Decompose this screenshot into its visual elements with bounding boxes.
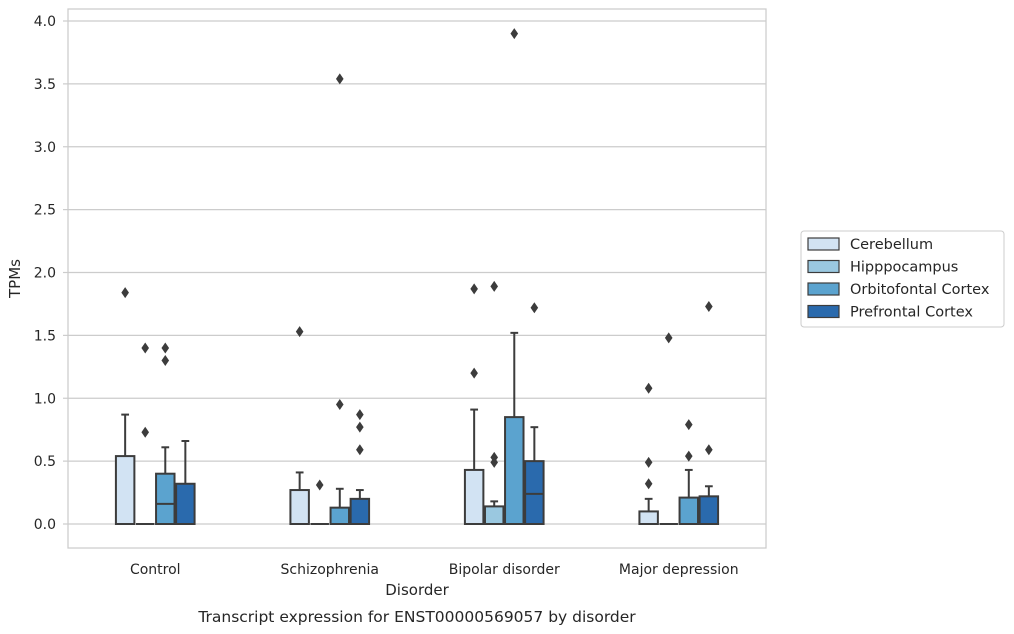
legend-swatch bbox=[807, 237, 840, 251]
box-1-3 bbox=[349, 409, 371, 526]
outlier-point bbox=[470, 367, 478, 379]
box-3-3 bbox=[698, 300, 720, 525]
x-axis-title: Disorder bbox=[385, 581, 449, 599]
outlier-point bbox=[664, 332, 673, 344]
outlier-point bbox=[684, 450, 693, 462]
boxes bbox=[114, 28, 720, 526]
box-2-3 bbox=[524, 302, 545, 525]
outlier-point bbox=[356, 421, 364, 433]
box-body bbox=[483, 505, 505, 525]
box-0-3 bbox=[175, 440, 196, 526]
box-body bbox=[698, 495, 720, 525]
box-2-0 bbox=[463, 283, 485, 525]
box-0-1 bbox=[135, 342, 155, 525]
x-axis-ticks: Control Schizophrenia Bipolar disorder Majo… bbox=[130, 562, 739, 578]
outlier-point bbox=[335, 399, 344, 411]
y-tick-label: 0.0 bbox=[34, 517, 56, 533]
x-tick-label: Bipolar disorder bbox=[449, 562, 560, 578]
outlier-point bbox=[644, 382, 653, 394]
outlier-point bbox=[356, 444, 364, 456]
y-tick-label: 3.0 bbox=[34, 140, 56, 156]
y-tick-label: 4.0 bbox=[34, 14, 56, 30]
outlier-point bbox=[335, 73, 344, 85]
outlier-point bbox=[530, 302, 539, 314]
outlier-point bbox=[705, 300, 713, 312]
legend-swatch bbox=[807, 282, 840, 296]
outlier-point bbox=[684, 419, 693, 431]
outlier-point bbox=[490, 451, 499, 463]
box-body bbox=[678, 496, 700, 525]
box-2-2 bbox=[504, 28, 525, 525]
plot-area-frame bbox=[67, 8, 767, 549]
outlier-point bbox=[510, 28, 519, 40]
legend: Cerebellum Hipppocampus Orbitofontal Corte… bbox=[800, 230, 1005, 328]
y-tick-label: 1.5 bbox=[34, 328, 56, 344]
legend-label: Prefrontal Cortex bbox=[850, 305, 973, 321]
box-3-0 bbox=[638, 382, 659, 525]
chart-caption: Transcript expression for ENST0000056905… bbox=[197, 608, 636, 626]
outlier-point bbox=[644, 478, 653, 490]
box-body bbox=[289, 489, 310, 525]
y-tick-label: 2.5 bbox=[34, 203, 56, 219]
box-2-1 bbox=[483, 280, 505, 525]
outlier-point bbox=[121, 287, 129, 299]
box-body bbox=[114, 455, 136, 525]
legend-swatch bbox=[807, 259, 840, 274]
outlier-point bbox=[315, 479, 324, 491]
box-body bbox=[175, 482, 196, 526]
outlier-point bbox=[161, 342, 170, 354]
box-body bbox=[155, 472, 176, 526]
legend-swatch bbox=[807, 304, 840, 319]
box-body bbox=[638, 510, 659, 525]
box-1-1 bbox=[310, 479, 329, 525]
outlier-point bbox=[161, 355, 170, 367]
y-axis-ticks: 0.0 0.5 1.0 1.5 2.0 2.5 3.0 3.5 4.0 bbox=[34, 14, 68, 533]
box-1-2 bbox=[329, 73, 351, 525]
box-3-1 bbox=[659, 332, 678, 525]
y-tick-label: 2.0 bbox=[34, 266, 56, 282]
box-body bbox=[349, 497, 371, 526]
legend-frame bbox=[800, 230, 1005, 328]
box-3-2 bbox=[678, 419, 700, 525]
y-tick-label: 1.0 bbox=[34, 391, 56, 407]
x-tick-label: Control bbox=[130, 562, 181, 578]
outlier-point bbox=[141, 426, 150, 438]
box-body bbox=[524, 460, 545, 525]
outlier-point bbox=[470, 283, 478, 295]
x-tick-label: Major depression bbox=[619, 562, 739, 578]
y-tick-label: 0.5 bbox=[34, 454, 56, 470]
outlier-point bbox=[356, 409, 364, 421]
box-body bbox=[504, 416, 525, 525]
legend-label: Cerebellum bbox=[850, 237, 933, 253]
box-1-0 bbox=[289, 326, 310, 525]
gridlines bbox=[68, 20, 766, 525]
legend-label: Orbitofontal Cortex bbox=[850, 282, 990, 298]
outlier-point bbox=[295, 326, 304, 338]
box-0-0 bbox=[114, 287, 136, 525]
box-body bbox=[463, 468, 485, 525]
outlier-point bbox=[490, 280, 499, 292]
outlier-point bbox=[141, 342, 150, 354]
y-axis-title: TPMs bbox=[6, 259, 24, 299]
box-body bbox=[329, 506, 351, 525]
y-tick-label: 3.5 bbox=[34, 77, 56, 93]
legend-label: Hipppocampus bbox=[850, 260, 958, 276]
outlier-point bbox=[705, 444, 713, 456]
box-0-2 bbox=[155, 342, 176, 526]
x-tick-label: Schizophrenia bbox=[281, 562, 379, 578]
outlier-point bbox=[644, 456, 653, 468]
